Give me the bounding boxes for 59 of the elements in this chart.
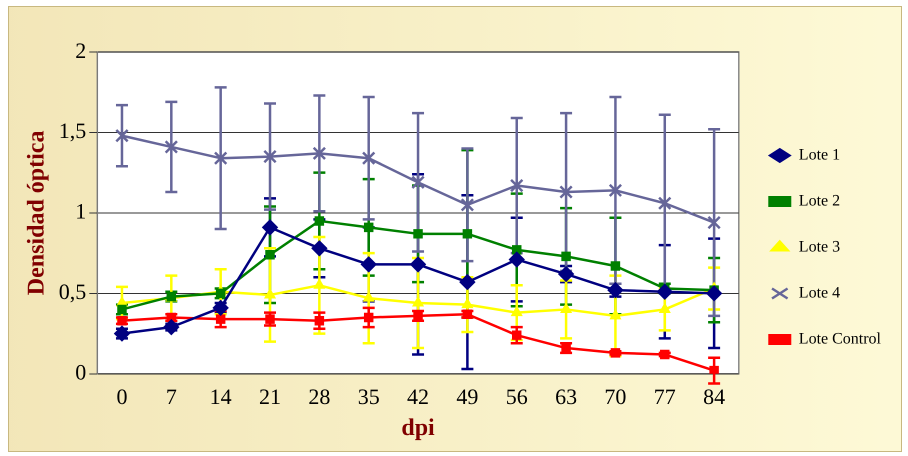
point — [265, 250, 275, 260]
y-tick-label: 1,5 — [58, 118, 86, 144]
point — [263, 150, 277, 164]
x-tick-label: 35 — [358, 384, 380, 409]
point — [410, 256, 426, 272]
point — [362, 151, 376, 166]
point — [610, 261, 620, 271]
point — [262, 219, 278, 236]
x-tick-label: 63 — [555, 384, 578, 409]
x-axis-title: dpi — [401, 414, 436, 441]
point — [459, 274, 476, 290]
point — [312, 146, 326, 160]
x-tick-label: 14 — [210, 384, 232, 409]
x-tick-label: 77 — [654, 384, 676, 409]
point — [462, 229, 472, 239]
point — [608, 183, 622, 198]
point — [656, 284, 673, 300]
x-tick-label: 28 — [308, 384, 330, 409]
point — [510, 178, 524, 192]
point — [314, 278, 326, 289]
point — [658, 196, 672, 210]
legend-label: Lote 2 — [798, 192, 840, 210]
x-tick-label: 84 — [703, 384, 726, 409]
x-tick-label: 0 — [116, 384, 128, 409]
point — [164, 140, 178, 154]
point — [460, 198, 474, 212]
point — [115, 128, 129, 143]
point — [560, 302, 572, 313]
y-tick-label: 0 — [75, 360, 86, 385]
x-tick-label: 7 — [166, 384, 177, 409]
x-tick-label: 42 — [407, 384, 430, 409]
point — [413, 229, 423, 239]
point — [559, 185, 573, 199]
legend-label: Lote Control — [798, 330, 882, 348]
point — [610, 309, 622, 320]
legend-label: Lote 4 — [798, 284, 840, 302]
point — [462, 298, 474, 308]
x-tick-label: 70 — [604, 384, 626, 409]
legend-label: Lote 3 — [798, 238, 840, 256]
point — [412, 296, 424, 307]
point — [163, 319, 180, 336]
point — [311, 240, 328, 256]
y-tick-label: 2 — [75, 38, 86, 63]
point — [411, 175, 425, 190]
point — [707, 216, 722, 230]
point — [314, 216, 324, 226]
y-tick-label: 0,5 — [58, 279, 86, 304]
x-tick-label: 21 — [259, 384, 282, 409]
legend-label: Lote 1 — [798, 146, 840, 164]
point — [512, 245, 522, 255]
point — [706, 285, 722, 302]
y-axis-title: Densidad óptica — [24, 130, 50, 296]
point — [561, 252, 571, 262]
y-tick-label: 1 — [75, 198, 86, 224]
point — [508, 252, 525, 268]
x-tick-label: 56 — [506, 384, 528, 409]
x-tick-label: 49 — [456, 384, 478, 409]
point — [214, 151, 228, 166]
point — [511, 306, 522, 316]
